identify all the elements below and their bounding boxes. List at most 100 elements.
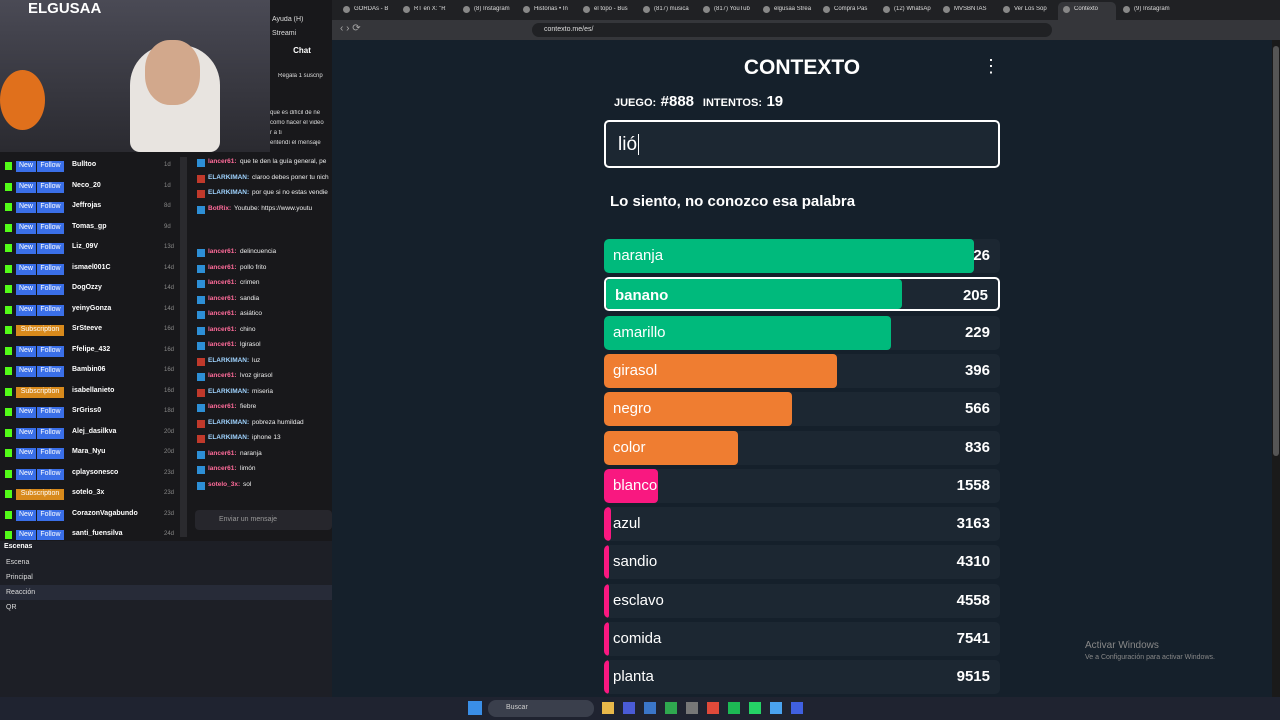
scenes-title: Escenas (4, 543, 33, 550)
badge: New (16, 222, 36, 234)
app-icon[interactable] (623, 702, 635, 714)
guess-word: naranja (613, 247, 664, 264)
icon (5, 264, 12, 273)
chat-badge (197, 205, 205, 214)
follower-row: New Follow Bambin06 16d (0, 362, 180, 382)
chat-badge (197, 174, 205, 183)
pumpkin (0, 70, 45, 130)
chat-text: que te den la guía general, pe (240, 158, 327, 165)
gift[interactable]: Regala 1 suscrip (278, 73, 323, 79)
scene[interactable]: QR (6, 604, 17, 611)
start-button[interactable] (468, 701, 482, 715)
app-icon[interactable] (791, 702, 803, 714)
follower-name: yeinyGonza (72, 304, 112, 312)
guess-row: sandio 4310 (604, 545, 1000, 580)
app-icon[interactable] (644, 702, 656, 714)
app-icon[interactable] (770, 702, 782, 714)
chat-user: ELARKIMAN: (208, 173, 250, 181)
tab[interactable]: Compra Pas (818, 2, 876, 20)
icon (5, 182, 12, 191)
app-icon[interactable] (749, 702, 761, 714)
chat-text: Youtube: https://www.youtu (234, 204, 313, 212)
follower-time: 16d (164, 367, 175, 373)
tab[interactable]: (9) Instagram (1118, 2, 1176, 20)
badge: New (16, 181, 36, 193)
chat-message: lancer61: crimen (195, 278, 332, 290)
badge: Follow (37, 161, 64, 172)
guess-bar (604, 468, 659, 503)
search-box[interactable]: Buscar (488, 700, 594, 717)
tab[interactable]: RT en X: "R (398, 2, 456, 20)
follower-time: 16d (164, 346, 175, 353)
guess-rank: 9515 (956, 668, 990, 686)
guess-word: amarillo (613, 323, 666, 341)
tab-title: Ver Los Sop (1014, 6, 1047, 12)
menu-button[interactable]: ⋮ (982, 56, 1000, 76)
tab-icon (703, 6, 710, 13)
badge: Follow (37, 222, 64, 234)
chat-badge (197, 435, 205, 443)
tab[interactable]: (12) WhatsAp (878, 2, 936, 20)
chat-text: pollo frito (240, 263, 267, 271)
tab-title: Contexto (1074, 6, 1099, 12)
badge: Follow (37, 468, 64, 480)
url[interactable]: contexto.me/es/ (532, 23, 1052, 37)
tab-title: RT en X: "R (414, 6, 446, 12)
chat-text: naranja (240, 449, 262, 457)
tab[interactable]: (8) Instagram (458, 2, 516, 20)
guess-input[interactable]: lió​ (604, 120, 1000, 168)
app-icon[interactable] (728, 702, 740, 714)
game-number: #888 (660, 93, 695, 110)
scene[interactable]: Reacción (0, 585, 332, 600)
tab-icon (1063, 6, 1070, 13)
app-icon[interactable] (602, 702, 614, 714)
tab[interactable]: el topo - Bus (578, 2, 636, 20)
follower-name: Alej_dasilkva (72, 427, 117, 435)
chat-input[interactable]: Enviar un mensaje (195, 510, 332, 530)
app-icon[interactable] (686, 702, 698, 714)
follower-time: 14d (164, 264, 175, 271)
chat-user: lancer61: (208, 449, 237, 457)
scene[interactable]: Principal (6, 574, 33, 581)
tab[interactable]: (817) musica (638, 2, 696, 20)
guess-row: blanco 1558 (604, 468, 1000, 503)
tab-icon (523, 6, 530, 13)
guess-row: negro 566 (604, 392, 1000, 427)
face (145, 40, 200, 105)
chat-message: lancer61: asiático (195, 309, 332, 321)
badge: Follow (37, 202, 64, 213)
icon (5, 469, 12, 478)
follower-name: santi_fuensilva (72, 530, 123, 537)
follower-row: New Follow Tomas_gp 9d (0, 219, 180, 239)
follower-row: Subscription sotelo_3x 23d (0, 485, 180, 505)
tab-bar: GORDAs - B RT en X: "R (8) Instagram Histor… (332, 0, 1280, 20)
scene[interactable]: Escena (6, 559, 30, 566)
chat-user: ELARKIMAN: (208, 418, 250, 426)
chat-message: lancer61: fiebre (195, 402, 332, 414)
icon (5, 305, 12, 314)
tab[interactable]: Contexto (1058, 2, 1116, 20)
guess-rank: 7541 (956, 630, 990, 647)
app-icon[interactable] (665, 702, 677, 714)
chat-message: ELARKIMAN: miseria (195, 387, 332, 399)
follower-time: 23d (164, 510, 175, 517)
nav-buttons[interactable]: ‹ › ⟳ (340, 23, 361, 34)
tab[interactable]: MVSBNTAS (938, 2, 996, 20)
badge: New (16, 284, 36, 295)
tab[interactable]: GORDAs - B (338, 2, 396, 20)
tab-title: Historias • In (534, 6, 568, 12)
app-icon[interactable] (707, 702, 719, 714)
tab[interactable]: elgusaa Strea (758, 2, 816, 20)
icon (5, 203, 12, 211)
tab-title: (9) Instagram (1134, 6, 1170, 12)
tab[interactable]: Ver Los Sop (998, 2, 1056, 20)
menu-item[interactable]: Streami (272, 30, 297, 37)
chat-message: lancer61: naranja (195, 449, 332, 461)
tab[interactable]: Historias • In (518, 2, 576, 20)
tab[interactable]: (817) YouTub (698, 2, 756, 20)
game-title: CONTEXTO (743, 56, 861, 79)
tab-icon (1123, 6, 1130, 13)
menu-item[interactable]: Ayuda (H) (272, 16, 304, 23)
chat-badge (197, 466, 205, 474)
follower-row: New Follow ismael001C 14d (0, 260, 180, 280)
